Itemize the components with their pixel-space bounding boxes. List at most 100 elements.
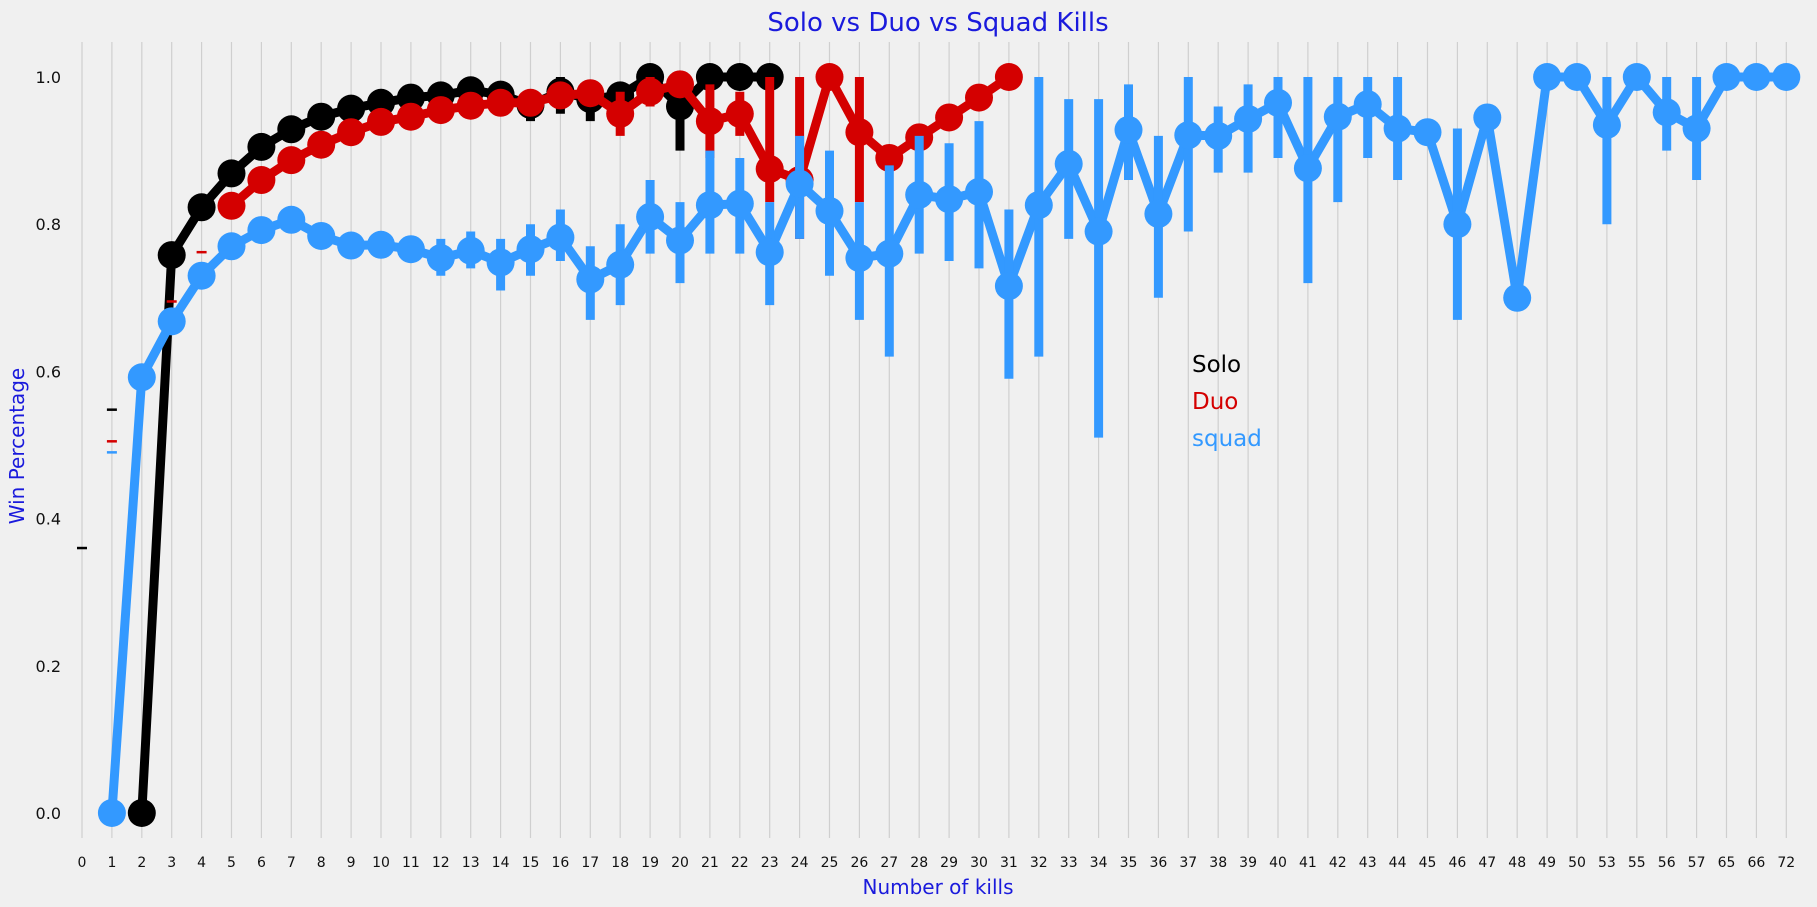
x-tick-label: 27 [880, 855, 898, 871]
x-tick-label: 22 [731, 855, 749, 871]
x-tick-label: 6 [257, 855, 266, 871]
legend-item-solo: Solo [1192, 352, 1241, 378]
point-marker [1772, 63, 1801, 91]
y-tick-label: 0.6 [36, 362, 61, 381]
x-axis-label: Number of kills [862, 875, 1013, 899]
point-marker [277, 146, 306, 175]
legend-item-squad: squad [1192, 426, 1262, 452]
x-tick-label: 26 [850, 855, 868, 871]
y-tick-label: 0.2 [36, 657, 61, 676]
point-marker [456, 91, 485, 120]
x-tick-label: 23 [761, 855, 779, 871]
x-tick-label: 56 [1658, 855, 1676, 871]
x-tick-label: 15 [522, 855, 540, 871]
point-marker [486, 88, 515, 117]
x-tick-label: 29 [940, 855, 958, 871]
point-marker [1024, 191, 1053, 220]
x-tick-label: 9 [347, 855, 356, 871]
x-tick-label: 55 [1628, 855, 1646, 871]
point-marker [127, 363, 156, 392]
x-tick-label: 19 [641, 855, 659, 871]
point-marker [1563, 63, 1591, 91]
point-marker [965, 83, 993, 112]
x-tick-label: 28 [910, 855, 928, 871]
x-tick-label: 21 [701, 855, 719, 871]
point-marker [1144, 199, 1173, 228]
point-marker [725, 189, 754, 218]
point-marker [187, 193, 216, 222]
x-tick-label: 20 [671, 855, 689, 871]
point-marker [426, 96, 455, 125]
point-marker [695, 191, 724, 220]
point-marker [1114, 115, 1143, 144]
point-marker [666, 226, 694, 255]
point-marker [1323, 102, 1352, 131]
point-marker [307, 102, 336, 131]
x-tick-label: 17 [581, 855, 599, 871]
x-tick-label: 48 [1508, 855, 1526, 871]
point-marker [606, 250, 635, 279]
x-tick-label: 7 [287, 855, 296, 871]
point-marker [157, 241, 186, 270]
point-marker [994, 272, 1023, 301]
x-tick-label: 39 [1239, 855, 1257, 871]
point-marker [636, 77, 665, 106]
x-tick-label: 5 [227, 855, 236, 871]
x-tick-label: 38 [1209, 855, 1227, 871]
x-tick-label: 13 [462, 855, 480, 871]
x-tick-label: 18 [611, 855, 629, 871]
point-marker [576, 265, 605, 294]
point-marker [1682, 114, 1711, 143]
point-marker [695, 63, 724, 91]
point-marker [1204, 121, 1233, 150]
x-tick-label: 14 [492, 855, 510, 871]
point-marker [1712, 63, 1741, 91]
point-marker [307, 130, 336, 159]
series-layer [77, 63, 1801, 827]
x-tick-label: 47 [1478, 855, 1496, 871]
point-marker [1264, 88, 1292, 117]
point-marker [516, 88, 545, 117]
legend: Solo Duo squad [1192, 352, 1262, 452]
point-marker [994, 63, 1023, 91]
x-tick-label: 35 [1120, 855, 1138, 871]
x-tick-label: 24 [791, 855, 809, 871]
point-marker [1652, 98, 1681, 127]
point-marker [935, 185, 964, 214]
point-marker [456, 236, 485, 265]
x-axis-ticks: 0 1 2 3 4 5 6 7 8 9 10 11 12 13 14 15 16 17 18 19 20 21 22 23 24… [78, 855, 1796, 871]
point-marker [695, 107, 724, 136]
point-marker [636, 202, 665, 231]
x-tick-label: 25 [821, 855, 839, 871]
point-marker [97, 799, 126, 827]
point-marker [127, 799, 156, 827]
x-tick-label: 32 [1030, 855, 1048, 871]
x-tick-label: 72 [1777, 855, 1795, 871]
point-marker [606, 99, 635, 128]
grid-lines [81, 42, 1787, 838]
x-tick-label: 1 [107, 855, 116, 871]
x-tick-label: 3 [167, 855, 176, 871]
y-tick-label: 0.8 [36, 215, 61, 234]
point-marker [247, 132, 276, 161]
point-marker [935, 103, 964, 132]
point-marker [516, 235, 545, 264]
x-tick-label: 34 [1090, 855, 1108, 871]
x-tick-label: 45 [1419, 855, 1437, 871]
x-tick-label: 8 [317, 855, 326, 871]
point-marker [755, 155, 784, 183]
point-marker [157, 307, 186, 336]
x-tick-label: 12 [432, 855, 450, 871]
point-marker [217, 232, 246, 261]
x-tick-label: 33 [1060, 855, 1078, 871]
series-duo [106, 63, 1023, 443]
x-tick-label: 2 [137, 855, 146, 871]
point-marker [247, 166, 276, 195]
point-marker [1174, 121, 1203, 150]
point-marker [725, 63, 754, 91]
point-marker [396, 83, 425, 112]
x-tick-label: 49 [1538, 855, 1556, 871]
point-marker [1084, 217, 1113, 246]
point-marker [396, 102, 425, 131]
